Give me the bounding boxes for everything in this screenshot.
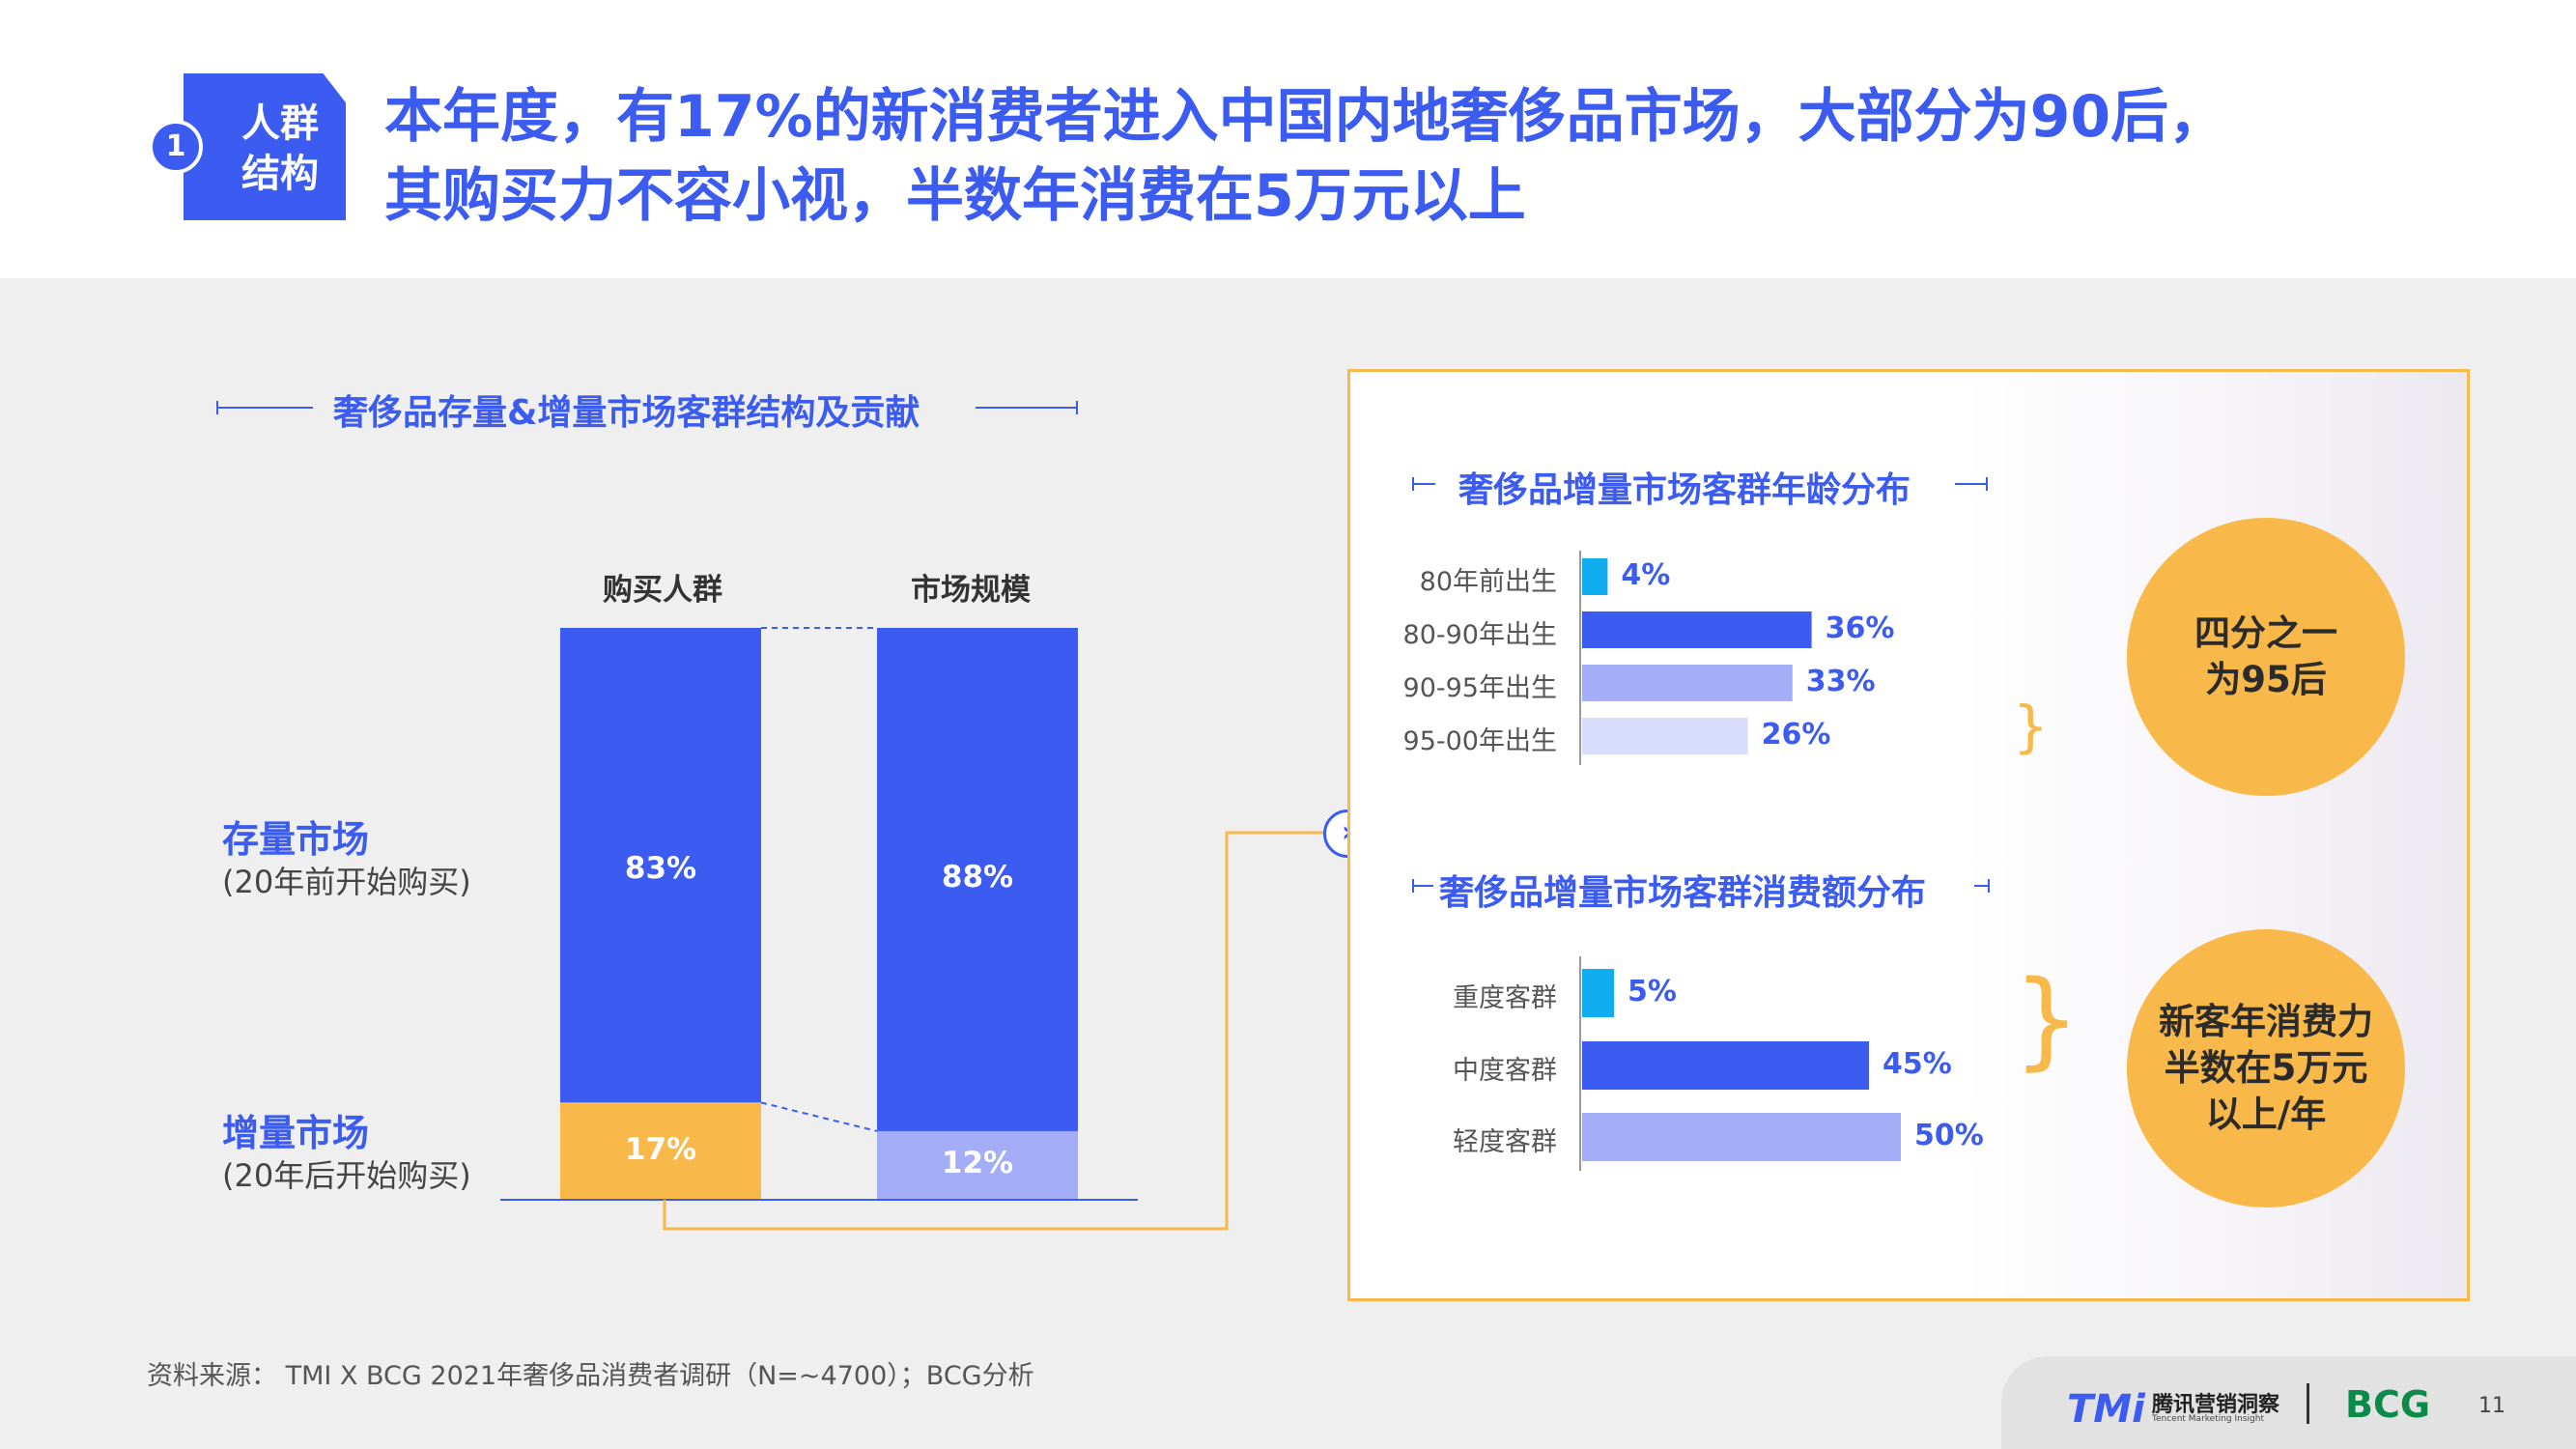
title-rule-right bbox=[976, 407, 1078, 409]
hbar-value: 26% bbox=[1761, 718, 1831, 752]
age-callout-circle: 四分之一 为95后 bbox=[2127, 518, 2405, 796]
header: 人群 结构 1 本年度，有17%的新消费者进入中国内地奢侈品市场，大部分为90后… bbox=[0, 0, 2576, 278]
left-chart-title: 奢侈品存量&增量市场客群结构及贡献 bbox=[333, 393, 920, 433]
tmi-logo: TMi bbox=[2067, 1387, 2145, 1432]
badge-line1: 人群 bbox=[241, 101, 319, 146]
hbar bbox=[1582, 665, 1793, 701]
age-chart-title: 奢侈品增量市场客群年龄分布 bbox=[1458, 470, 1911, 510]
hbar-value: 33% bbox=[1805, 665, 1876, 698]
stock-market-sub: (20年前开始购买) bbox=[222, 864, 471, 900]
col-head-buyers: 购买人群 bbox=[603, 573, 722, 608]
tmi-name-en: Tencent Marketing Insight bbox=[2152, 1414, 2264, 1424]
hbar-value: 45% bbox=[1882, 1047, 1952, 1081]
bar-value-label: 83% bbox=[624, 850, 697, 886]
rtitle-cap bbox=[1986, 477, 1988, 491]
hbar-value: 50% bbox=[1914, 1119, 1984, 1152]
hbar-value: 5% bbox=[1628, 975, 1677, 1009]
logo-divider bbox=[2307, 1383, 2309, 1424]
hbar-category: 90-95年出生 bbox=[1402, 673, 1557, 703]
hbar-category: 80-90年出生 bbox=[1402, 620, 1557, 650]
stacked-bar-segment bbox=[560, 628, 761, 1103]
col-head-market: 市场规模 bbox=[911, 573, 1031, 608]
title-line2: 其购买力不容小视，半数年消费在5万元以上 bbox=[384, 162, 1526, 230]
title-line1: 本年度，有17%的新消费者进入中国内地奢侈品市场，大部分为90后， bbox=[384, 83, 2227, 151]
hbar-value: 4% bbox=[1621, 558, 1671, 592]
hbar bbox=[1582, 1041, 1869, 1090]
hbar-value: 36% bbox=[1825, 611, 1895, 645]
spend-callout-line3: 以上/年 bbox=[2205, 1094, 2327, 1135]
hbar-category: 中度客群 bbox=[1453, 1056, 1557, 1086]
hbar bbox=[1582, 611, 1812, 648]
rtitle-rule bbox=[1412, 885, 1433, 887]
incr-market-label: 增量市场 bbox=[222, 1112, 370, 1154]
bcg-logo: BCG bbox=[2345, 1383, 2431, 1426]
rtitle-rule bbox=[1955, 483, 1988, 485]
section-badge: 人群 结构 bbox=[184, 73, 346, 220]
spend-callout-line1: 新客年消费力 bbox=[2159, 1001, 2373, 1042]
hbar-category: 80年前出生 bbox=[1419, 567, 1557, 597]
age-brace: } bbox=[2013, 694, 2049, 759]
hbar-category: 95-00年出生 bbox=[1402, 726, 1557, 756]
rtitle-cap bbox=[1988, 879, 1990, 893]
spend-chart-title: 奢侈品增量市场客群消费额分布 bbox=[1439, 873, 1927, 913]
connector-dashed-mid bbox=[760, 1101, 878, 1132]
stacked-bar-segment bbox=[877, 628, 1078, 1131]
spend-callout-line2: 半数在5万元 bbox=[2164, 1047, 2368, 1089]
badge-number: 1 bbox=[149, 120, 203, 174]
hbar bbox=[1582, 558, 1608, 595]
incr-market-sub: (20年后开始购买) bbox=[222, 1157, 471, 1194]
source-note: 资料来源： TMI X BCG 2021年奢侈品消费者调研（N=~4700）；B… bbox=[147, 1361, 1034, 1391]
page-title: 本年度，有17%的新消费者进入中国内地奢侈品市场，大部分为90后， 其购买力不容… bbox=[384, 77, 2509, 236]
hbar bbox=[1582, 1113, 1901, 1161]
page-number: 11 bbox=[2478, 1394, 2505, 1418]
rtitle-rule bbox=[1412, 483, 1435, 485]
age-callout-line2: 为95后 bbox=[2205, 659, 2327, 700]
age-callout-line1: 四分之一 bbox=[2194, 612, 2337, 654]
badge-text: 人群 结构 bbox=[222, 99, 338, 199]
bar-value-label: 17% bbox=[624, 1131, 697, 1167]
title-rule-cap bbox=[1076, 401, 1078, 414]
hbar bbox=[1582, 969, 1614, 1017]
stacked-bar-segment bbox=[560, 1102, 761, 1200]
stock-market-label: 存量市场 bbox=[222, 818, 370, 861]
tmi-name-cn: 腾讯营销洞察 bbox=[2152, 1393, 2280, 1417]
footer-tab bbox=[2001, 1356, 2576, 1449]
badge-line2: 结构 bbox=[241, 152, 319, 196]
hbar bbox=[1582, 718, 1748, 754]
rtitle-rule bbox=[1974, 885, 1990, 887]
spend-brace: } bbox=[2013, 957, 2081, 1081]
hbar-category: 重度客群 bbox=[1453, 983, 1557, 1013]
bar-value-label: 12% bbox=[941, 1146, 1014, 1181]
title-rule-left bbox=[216, 407, 313, 409]
stacked-bar-segment bbox=[877, 1130, 1078, 1200]
bar-value-label: 88% bbox=[941, 860, 1014, 895]
spend-callout-circle: 新客年消费力 半数在5万元 以上/年 bbox=[2127, 929, 2405, 1208]
hbar-category: 轻度客群 bbox=[1453, 1127, 1557, 1157]
connector-line bbox=[663, 831, 1323, 1231]
